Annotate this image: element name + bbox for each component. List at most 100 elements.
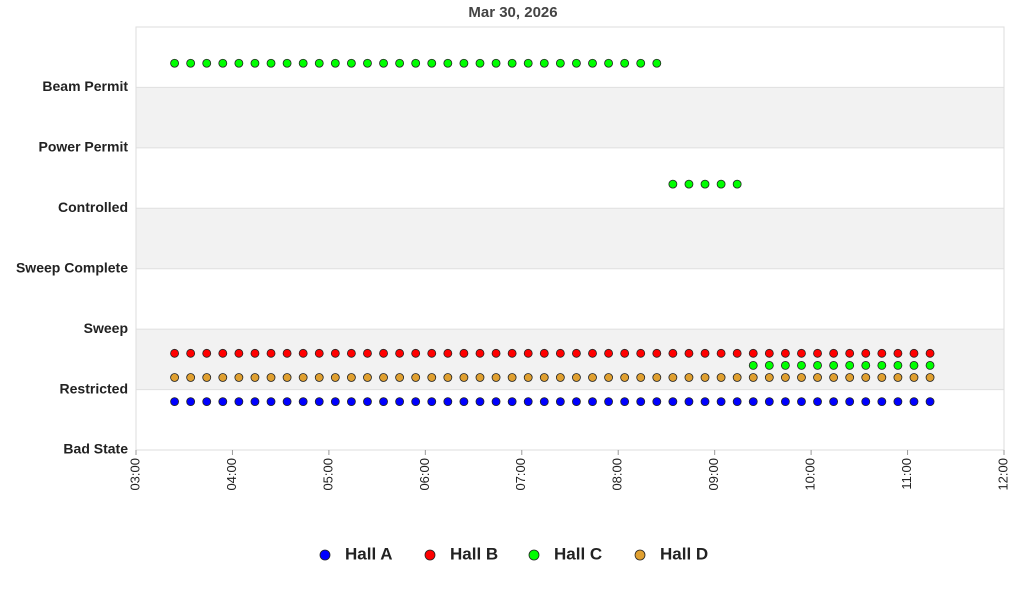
data-point bbox=[170, 373, 179, 382]
data-point bbox=[636, 373, 646, 382]
data-point bbox=[604, 58, 613, 68]
data-point bbox=[780, 373, 790, 382]
data-point bbox=[668, 373, 678, 382]
data-point bbox=[539, 348, 549, 358]
data-point bbox=[395, 348, 405, 358]
data-point bbox=[700, 397, 710, 407]
data-point bbox=[909, 348, 919, 358]
grid-band bbox=[136, 208, 1004, 269]
data-point bbox=[620, 397, 630, 407]
x-tick-label: 08:00 bbox=[610, 458, 625, 491]
data-point bbox=[523, 397, 533, 407]
data-point bbox=[234, 397, 244, 407]
data-point bbox=[250, 397, 260, 407]
data-point bbox=[491, 397, 501, 407]
data-point bbox=[588, 58, 597, 68]
data-point bbox=[330, 58, 340, 68]
data-point bbox=[282, 397, 292, 407]
data-point bbox=[572, 348, 581, 358]
legend-marker bbox=[319, 549, 331, 561]
data-point bbox=[748, 373, 758, 382]
data-point bbox=[780, 360, 790, 370]
data-point bbox=[218, 58, 228, 68]
data-point bbox=[700, 179, 710, 189]
data-point bbox=[427, 58, 437, 68]
data-point bbox=[379, 58, 388, 68]
data-point bbox=[764, 397, 774, 407]
data-point bbox=[539, 373, 549, 382]
data-point bbox=[250, 348, 260, 358]
data-point bbox=[813, 397, 822, 407]
legend-label: Hall C bbox=[554, 544, 602, 563]
data-point bbox=[636, 58, 646, 68]
data-point bbox=[572, 373, 581, 382]
data-point bbox=[202, 373, 212, 382]
data-point bbox=[523, 373, 533, 382]
data-point bbox=[379, 397, 388, 407]
data-point bbox=[459, 348, 469, 358]
data-point bbox=[748, 360, 758, 370]
data-point bbox=[507, 348, 517, 358]
data-point bbox=[282, 348, 292, 358]
data-point bbox=[925, 397, 935, 407]
data-point bbox=[925, 360, 935, 370]
data-point bbox=[925, 348, 935, 358]
y-tick-label: Sweep Complete bbox=[16, 259, 128, 275]
data-point bbox=[346, 348, 356, 358]
data-point bbox=[314, 373, 324, 382]
data-point bbox=[250, 58, 260, 68]
data-point bbox=[491, 373, 501, 382]
data-point bbox=[266, 58, 276, 68]
data-point bbox=[716, 348, 726, 358]
data-point bbox=[202, 58, 212, 68]
data-point bbox=[234, 373, 244, 382]
data-point bbox=[363, 58, 372, 68]
data-point bbox=[893, 373, 903, 382]
data-point bbox=[491, 58, 501, 68]
data-point bbox=[218, 348, 228, 358]
data-point bbox=[218, 397, 228, 407]
data-point bbox=[829, 373, 839, 382]
data-point bbox=[186, 397, 196, 407]
legend-marker bbox=[424, 549, 436, 561]
data-point bbox=[732, 179, 742, 189]
data-point bbox=[475, 373, 485, 382]
data-point bbox=[604, 397, 613, 407]
data-point bbox=[330, 373, 340, 382]
data-point bbox=[813, 348, 822, 358]
chart-title: Mar 30, 2026 bbox=[468, 4, 557, 21]
data-point bbox=[797, 397, 806, 407]
data-point bbox=[234, 348, 244, 358]
data-point bbox=[764, 360, 774, 370]
data-point bbox=[459, 397, 469, 407]
data-point bbox=[893, 348, 903, 358]
data-point bbox=[700, 373, 710, 382]
data-point bbox=[250, 373, 260, 382]
y-tick-label: Restricted bbox=[60, 380, 128, 396]
data-point bbox=[861, 373, 871, 382]
plot-border bbox=[135, 26, 1005, 451]
data-point bbox=[411, 397, 421, 407]
data-point bbox=[475, 348, 485, 358]
data-point bbox=[588, 373, 597, 382]
data-point bbox=[507, 58, 517, 68]
data-point bbox=[266, 373, 276, 382]
data-point bbox=[202, 348, 212, 358]
data-point bbox=[491, 348, 501, 358]
data-point bbox=[346, 397, 356, 407]
data-point bbox=[764, 373, 774, 382]
data-point bbox=[555, 58, 565, 68]
data-point bbox=[668, 179, 678, 189]
data-point bbox=[780, 397, 790, 407]
data-point bbox=[314, 397, 324, 407]
data-point bbox=[716, 373, 726, 382]
x-tick-label: 04:00 bbox=[224, 458, 239, 491]
data-point bbox=[925, 373, 935, 382]
legend-marker bbox=[528, 549, 540, 561]
data-point bbox=[652, 373, 662, 382]
data-point bbox=[684, 348, 694, 358]
data-point bbox=[395, 397, 405, 407]
data-point bbox=[636, 397, 646, 407]
data-point bbox=[748, 348, 758, 358]
